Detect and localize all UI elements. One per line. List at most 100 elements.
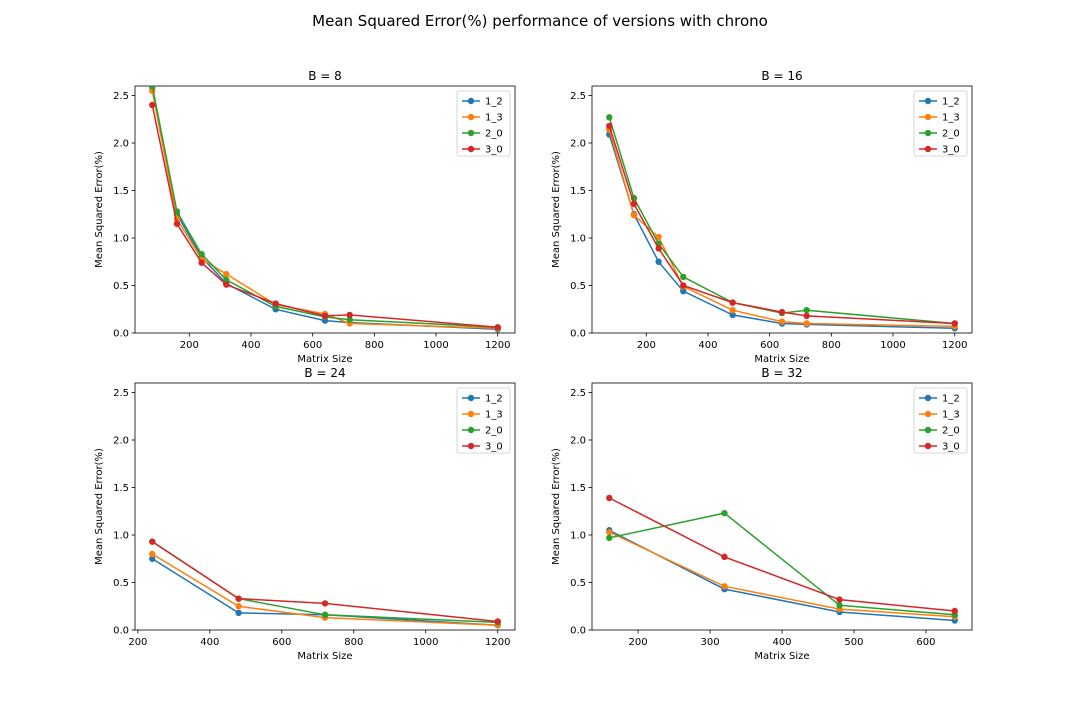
series-line-1_3 (151, 90, 498, 330)
y-axis-label: Mean Squared Error(%) (551, 151, 562, 268)
legend-marker-3_0 (924, 145, 932, 153)
x-tick-label: 200 (128, 637, 147, 648)
subplot-4: B = 32 200 300 400 500 600 0.0 0.5 1.0 1.5 2.0 2.5 M… (551, 366, 973, 662)
legend-label-1_2: 1_2 (942, 97, 960, 108)
legend-label-3_0: 3_0 (485, 442, 503, 453)
x-tick-label: 500 (844, 637, 863, 648)
subplot-title: B = 32 (761, 366, 802, 380)
series-line-3_0 (608, 125, 955, 325)
series-line-3_0 (608, 497, 955, 612)
plot-frame (591, 382, 973, 631)
legend-marker-1_3 (924, 410, 932, 418)
legend-label-1_3: 1_3 (942, 410, 960, 421)
subplot-2: B = 16 200 400 600 800 1000 1200 0.0 0.5 1.0 1.5 2.… (551, 69, 973, 365)
legend-label-2_0: 2_0 (485, 426, 503, 437)
legend-marker-1_3 (467, 113, 475, 121)
data-point-2_0 (198, 250, 205, 258)
legend-marker-3_0 (467, 145, 475, 153)
y-tick-label: 0.5 (570, 281, 586, 292)
data-point-1_2 (235, 609, 242, 617)
y-tick-label: 0.0 (570, 329, 586, 340)
y-axis-label: Mean Squared Error(%) (551, 448, 562, 565)
y-tick-label: 1.5 (113, 483, 129, 494)
x-tick-label: 800 (344, 637, 363, 648)
figure-title: Mean Squared Error(%) performance of ver… (312, 12, 768, 30)
series-line-1_2 (151, 558, 498, 627)
legend-box (913, 387, 968, 454)
series-line-1_3 (608, 531, 955, 618)
data-point-1_3 (655, 233, 662, 241)
data-point-3_0 (173, 220, 181, 227)
x-tick-label: 1200 (485, 637, 510, 648)
y-tick-label: 1.0 (113, 531, 129, 542)
legend: 1_2 1_3 2_0 3_0 (456, 387, 511, 454)
x-tick-label: 600 (303, 340, 322, 351)
data-point-3_0 (951, 607, 958, 615)
series-line-3_0 (151, 104, 498, 329)
legend-label-1_2: 1_2 (942, 394, 960, 405)
data-point-2_0 (680, 273, 687, 281)
x-tick-label: 200 (637, 340, 656, 351)
legend-label-2_0: 2_0 (485, 129, 503, 140)
x-tick-label: 200 (180, 340, 199, 351)
y-tick-label: 2.5 (570, 388, 586, 399)
legend-marker-2_0 (467, 426, 475, 434)
data-point-3_0 (729, 299, 736, 306)
x-tick-label: 400 (200, 637, 219, 648)
x-axis-label: Matrix Size (297, 354, 352, 365)
data-point-1_2 (680, 288, 687, 295)
data-point-3_0 (149, 538, 156, 545)
data-point-1_2 (149, 555, 156, 562)
data-point-1_3 (223, 270, 230, 278)
x-tick-label: 400 (698, 340, 717, 351)
legend-marker-3_0 (924, 442, 932, 450)
legend-label-1_2: 1_2 (485, 97, 503, 108)
subplot-title: B = 16 (761, 69, 802, 83)
data-point-1_3 (803, 320, 810, 327)
y-tick-label: 0.5 (570, 578, 586, 589)
plot-frame (134, 382, 516, 631)
x-tick-label: 400 (772, 637, 791, 648)
series-group (149, 538, 501, 629)
x-tick-label: 800 (822, 340, 841, 351)
x-tick-label: 600 (760, 340, 779, 351)
data-point-3_0 (149, 101, 156, 109)
subplot-title: B = 24 (304, 366, 345, 380)
y-tick-label: 0.5 (113, 578, 129, 589)
series-line-2_0 (609, 512, 955, 616)
data-point-3_0 (321, 312, 329, 320)
series-line-1_3 (608, 129, 955, 328)
legend-marker-2_0 (467, 129, 475, 137)
data-point-3_0 (272, 300, 279, 307)
x-axis-label: Matrix Size (754, 651, 809, 662)
data-point-3_0 (494, 324, 501, 331)
data-point-2_0 (606, 534, 613, 542)
data-point-3_0 (655, 245, 662, 252)
data-point-1_3 (606, 528, 613, 536)
data-point-2_0 (149, 86, 156, 90)
data-point-1_3 (721, 583, 728, 590)
legend-marker-1_3 (467, 410, 475, 418)
data-point-2_0 (803, 307, 810, 314)
plot-frame (134, 85, 516, 334)
series-group (606, 114, 958, 332)
legend-label-3_0: 3_0 (942, 442, 960, 453)
data-point-3_0 (951, 320, 958, 327)
data-point-1_2 (729, 311, 736, 319)
y-tick-label: 1.5 (570, 186, 586, 197)
subplot-title: B = 8 (308, 69, 342, 83)
legend-box (456, 90, 511, 157)
y-tick-label: 0.0 (113, 626, 129, 637)
legend-label-1_3: 1_3 (485, 113, 503, 124)
y-tick-label: 2.0 (570, 436, 586, 447)
subplot-1: B = 8 200 400 600 800 1000 1200 0.0 0.5 1.0 1.5 2.0… (94, 69, 516, 365)
data-point-1_3 (235, 603, 242, 610)
legend-marker-1_2 (924, 97, 932, 105)
data-point-2_0 (721, 509, 728, 517)
x-tick-label: 400 (241, 340, 260, 351)
x-tick-label: 1000 (413, 637, 438, 648)
x-axis-label: Matrix Size (754, 354, 809, 365)
data-point-1_2 (655, 258, 662, 265)
series-group (149, 86, 501, 333)
